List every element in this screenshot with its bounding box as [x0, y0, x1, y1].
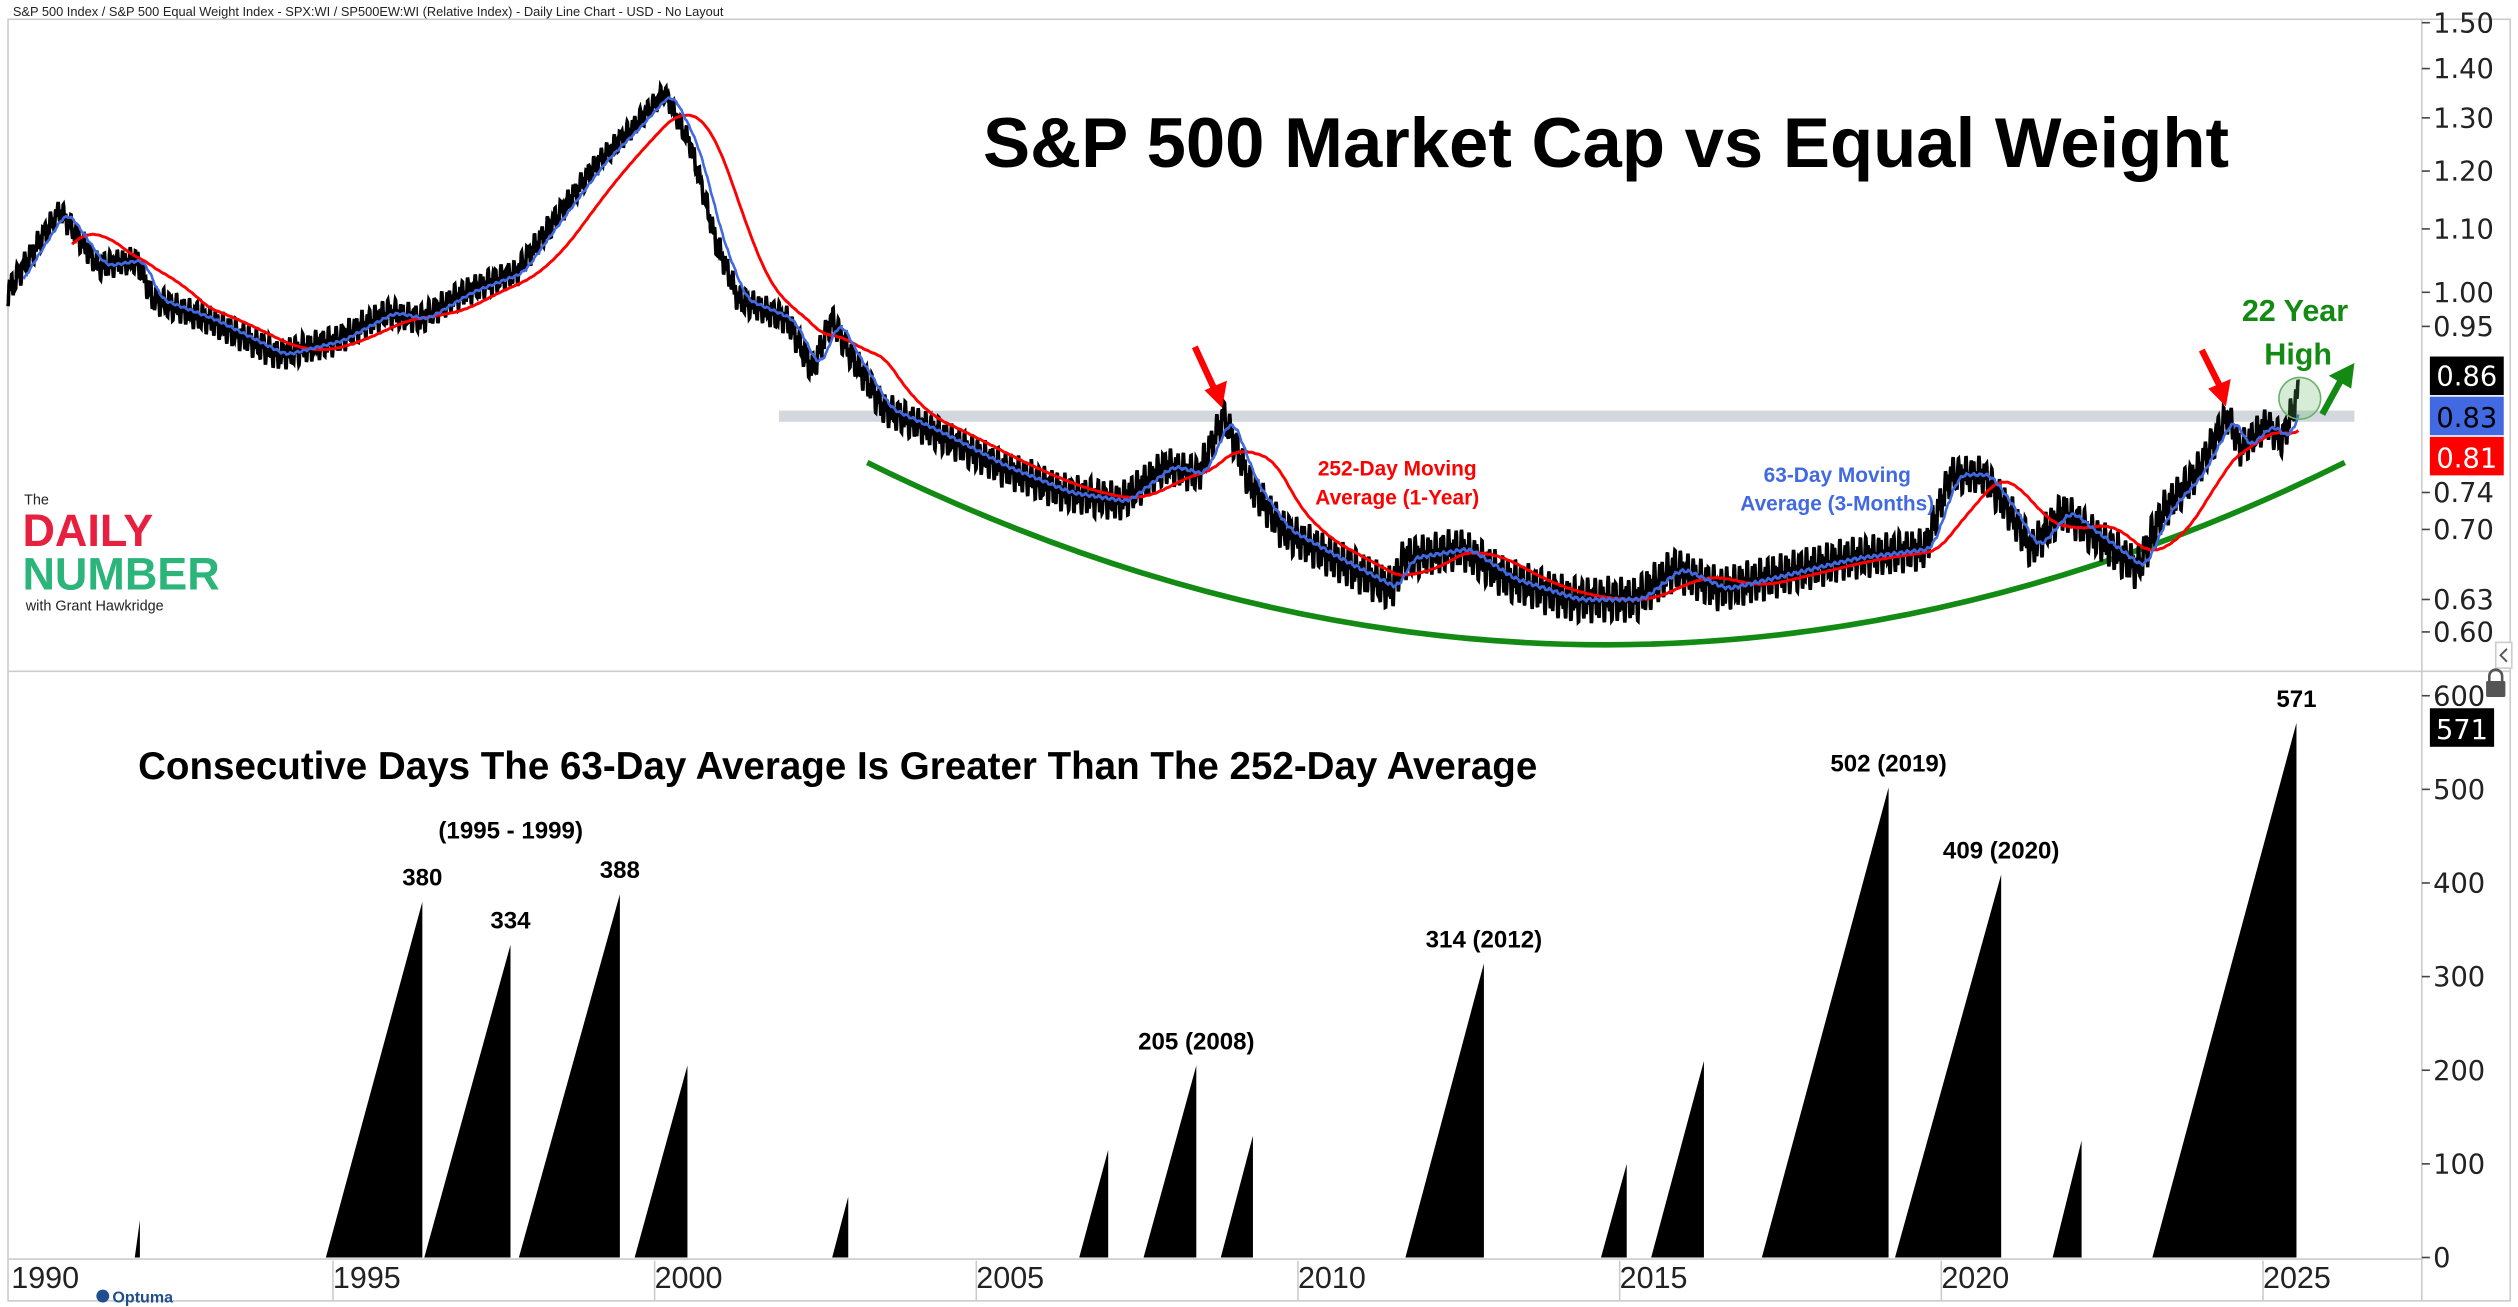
streak-spike [424, 944, 511, 1258]
streak-spike [2052, 1140, 2082, 1258]
ma252-label-line1: 252-Day Moving [1318, 457, 1477, 480]
y-tick-label: 0.63 [2433, 585, 2494, 616]
high-label-line2: High [2264, 338, 2332, 372]
x-tick-label: 2000 [655, 1261, 723, 1295]
ma252-label-line2: Average (1-Year) [1315, 486, 1479, 509]
svg-text:0.81: 0.81 [2436, 443, 2497, 474]
streak-spike [634, 1065, 688, 1258]
x-tick-label: 2015 [1620, 1261, 1688, 1295]
red-arrow-2024 [2198, 348, 2231, 407]
ma252-line [71, 113, 2300, 602]
y-tick-label: 200 [2433, 1056, 2485, 1087]
y-tick-label: 500 [2433, 775, 2485, 806]
chart-header: S&P 500 Index / S&P 500 Equal Weight Ind… [13, 4, 724, 19]
spike-label: 571 [2276, 686, 2316, 713]
y-tick-label: 1.30 [2433, 103, 2494, 134]
streak-spike [1600, 1163, 1627, 1258]
spike-label: 334 [490, 908, 531, 935]
spike-label: 388 [600, 857, 640, 884]
spike-label: 502 (2019) [1830, 750, 1946, 777]
ma63-label-line1: 63-Day Moving [1764, 464, 1911, 487]
x-tick-label: 2025 [2263, 1261, 2331, 1295]
y-tick-label: 1.10 [2433, 215, 2494, 246]
y-tick-label: 1.40 [2433, 54, 2494, 85]
y-tick-label: 0 [2433, 1243, 2450, 1274]
high-label-line1: 22 Year [2242, 294, 2348, 328]
y-tick-label: 100 [2433, 1150, 2485, 1181]
x-tick-label: 2010 [1298, 1261, 1366, 1295]
streak-spike [134, 1220, 140, 1258]
svg-text:DAILY: DAILY [22, 505, 153, 556]
y-tick-label: 600 [2433, 681, 2485, 712]
bottom-y-axis: 0 100 200 300 400 500 600 [2421, 681, 2485, 1274]
x-tick-label: 1995 [333, 1261, 401, 1295]
y-tick-label: 1.00 [2433, 278, 2494, 309]
streak-spike [1143, 1065, 1197, 1258]
streak-spike [1761, 787, 1889, 1258]
bottom-panel-title: Consecutive Days The 63-Day Average Is G… [138, 745, 1537, 788]
streak-spike [2152, 722, 2297, 1258]
last-value-price: 0.86 [2429, 356, 2504, 396]
x-tick-label: 2020 [1941, 1261, 2009, 1295]
y-tick-label: 1.50 [2433, 8, 2494, 39]
spike-label: 380 [402, 865, 442, 892]
streak-spike [518, 894, 620, 1258]
y-tick-label: 1.20 [2433, 157, 2494, 188]
lock-icon[interactable] [2486, 668, 2506, 698]
streak-spike [325, 901, 423, 1258]
chart-title: S&P 500 Market Cap vs Equal Weight [983, 103, 2229, 182]
streak-spike [1895, 874, 2002, 1258]
y-tick-label: 0.70 [2433, 515, 2494, 546]
y-tick-label: 0.74 [2433, 478, 2494, 509]
ma63-label-line2: Average (3-Months) [1740, 493, 1934, 516]
highlight-circle [2278, 376, 2322, 420]
streak-spike [1220, 1135, 1253, 1258]
y-tick-label: 400 [2433, 869, 2485, 900]
x-tick-label: 1990 [11, 1261, 79, 1295]
svg-text:Optuma: Optuma [112, 1288, 174, 1306]
last-value-ma63: 0.83 [2429, 396, 2504, 436]
streak-spike [832, 1196, 849, 1258]
svg-text:0.83: 0.83 [2436, 403, 2497, 434]
ma63-line [22, 96, 2300, 604]
red-arrow-2008 [1191, 345, 1227, 408]
optuma-brand: Optuma [96, 1288, 174, 1306]
svg-text:The: The [24, 492, 49, 508]
y-tick-label: 0.60 [2433, 618, 2494, 649]
last-value-days: 571 [2429, 708, 2495, 747]
y-tick-label: 0.95 [2433, 312, 2494, 343]
x-axis: 1990 1995 2000 2005 2010 2015 2020 2025 [11, 1260, 2331, 1301]
y-tick-label: 300 [2433, 962, 2485, 993]
streak-spike [1405, 963, 1484, 1258]
green-up-arrow-icon [2319, 362, 2355, 416]
svg-text:0.86: 0.86 [2436, 361, 2497, 392]
spike-label: 314 (2012) [1426, 926, 1542, 953]
top-y-axis: 1.50 1.40 1.30 1.20 1.10 1.000.95 0.74 0.70 0.63… [2421, 8, 2494, 649]
daily-number-logo: The DAILY NUMBER with Grant Hawkridge [22, 492, 219, 614]
streak-spike [1079, 1149, 1109, 1258]
spike-label: 205 (2008) [1138, 1028, 1254, 1055]
svg-text:571: 571 [2436, 715, 2488, 746]
collapse-panel-button[interactable] [2494, 641, 2513, 669]
spike-label: 409 (2020) [1943, 837, 2059, 864]
resistance-band [778, 410, 2355, 422]
group-label-1995-1999: (1995 - 1999) [438, 817, 583, 844]
streak-spike [1651, 1060, 1704, 1258]
svg-text:NUMBER: NUMBER [22, 548, 219, 599]
x-tick-label: 2005 [976, 1261, 1044, 1295]
last-value-ma252: 0.81 [2429, 436, 2504, 476]
svg-text:with Grant Hawkridge: with Grant Hawkridge [25, 598, 164, 614]
